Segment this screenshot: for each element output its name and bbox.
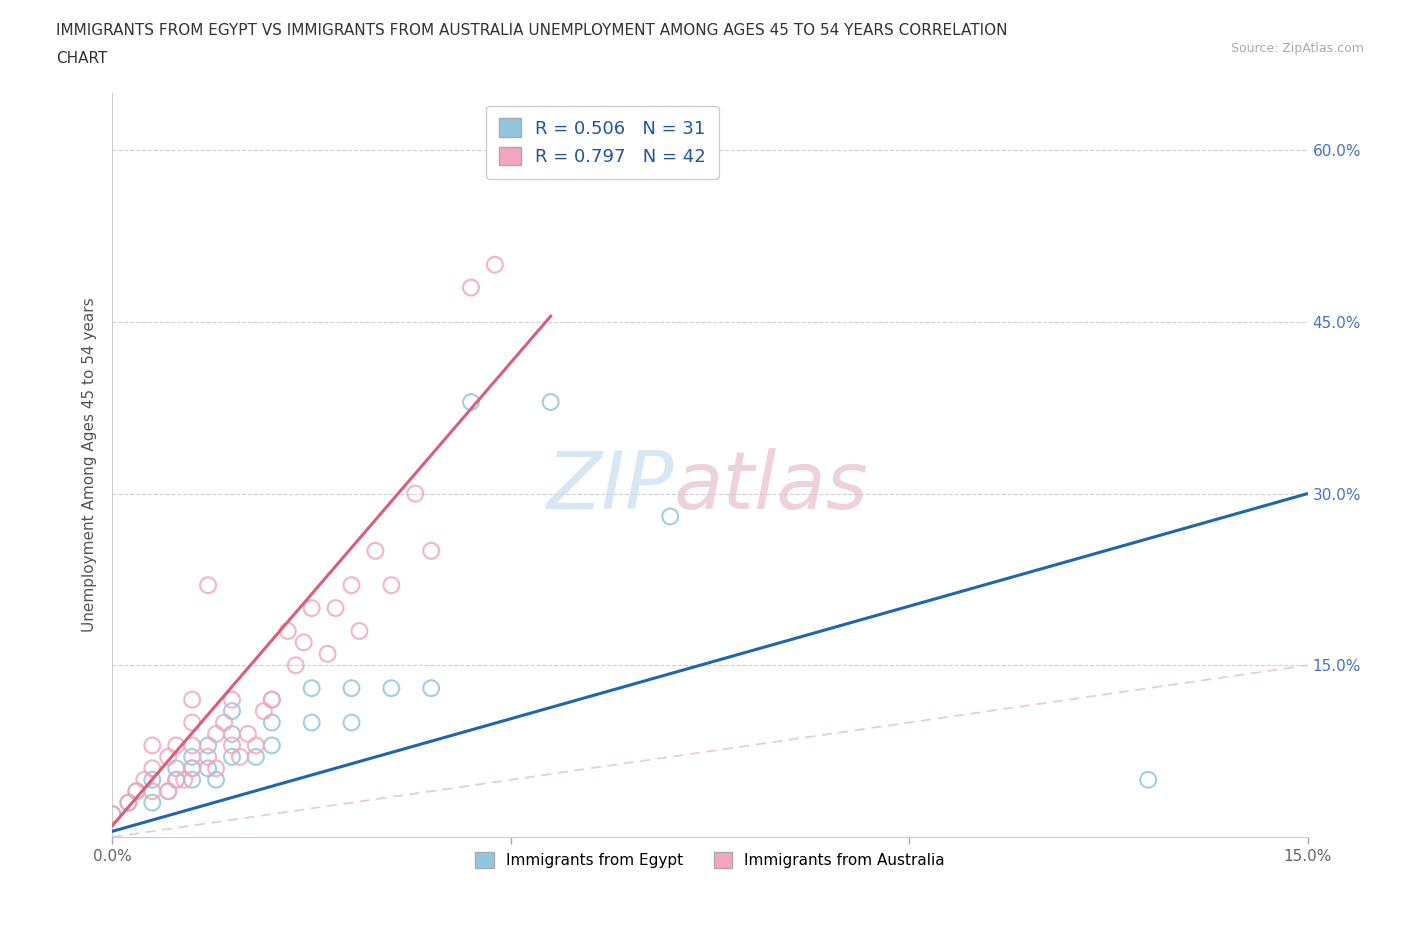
Point	[301, 681, 323, 696]
Point	[181, 715, 204, 730]
Point	[157, 784, 180, 799]
Point	[181, 772, 204, 787]
Point	[1137, 772, 1160, 787]
Point	[117, 795, 139, 810]
Point	[301, 715, 323, 730]
Point	[181, 761, 204, 776]
Point	[340, 681, 363, 696]
Point	[364, 543, 387, 558]
Point	[197, 761, 219, 776]
Point	[260, 692, 283, 707]
Point	[484, 258, 506, 272]
Point	[236, 726, 259, 741]
Point	[165, 772, 187, 787]
Point	[181, 750, 204, 764]
Text: IMMIGRANTS FROM EGYPT VS IMMIGRANTS FROM AUSTRALIA UNEMPLOYMENT AMONG AGES 45 TO: IMMIGRANTS FROM EGYPT VS IMMIGRANTS FROM…	[56, 23, 1008, 38]
Point	[253, 704, 276, 719]
Text: atlas: atlas	[675, 448, 869, 526]
Point	[141, 761, 163, 776]
Text: ZIP: ZIP	[547, 448, 675, 526]
Point	[245, 738, 267, 753]
Point	[197, 578, 219, 592]
Point	[181, 738, 204, 753]
Point	[460, 280, 482, 295]
Point	[181, 692, 204, 707]
Point	[165, 772, 187, 787]
Point	[260, 738, 283, 753]
Point	[284, 658, 307, 672]
Point	[260, 692, 283, 707]
Text: Source: ZipAtlas.com: Source: ZipAtlas.com	[1230, 42, 1364, 55]
Point	[157, 784, 180, 799]
Point	[277, 623, 299, 638]
Point	[173, 772, 195, 787]
Point	[141, 738, 163, 753]
Legend: Immigrants from Egypt, Immigrants from Australia: Immigrants from Egypt, Immigrants from A…	[470, 845, 950, 874]
Point	[292, 635, 315, 650]
Point	[205, 726, 228, 741]
Point	[325, 601, 347, 616]
Point	[101, 806, 124, 821]
Point	[221, 692, 243, 707]
Point	[420, 681, 443, 696]
Point	[245, 750, 267, 764]
Point	[125, 784, 148, 799]
Point	[301, 601, 323, 616]
Point	[229, 750, 252, 764]
Point	[134, 772, 156, 787]
Point	[181, 761, 204, 776]
Point	[205, 761, 228, 776]
Point	[197, 750, 219, 764]
Point	[205, 772, 228, 787]
Point	[540, 394, 562, 409]
Point	[165, 738, 187, 753]
Point	[460, 394, 482, 409]
Point	[221, 704, 243, 719]
Point	[141, 772, 163, 787]
Text: CHART: CHART	[56, 51, 108, 66]
Point	[221, 726, 243, 741]
Point	[404, 486, 426, 501]
Point	[340, 578, 363, 592]
Point	[260, 715, 283, 730]
Point	[420, 543, 443, 558]
Point	[117, 795, 139, 810]
Point	[349, 623, 371, 638]
Point	[141, 784, 163, 799]
Point	[165, 761, 187, 776]
Point	[316, 646, 339, 661]
Point	[221, 750, 243, 764]
Point	[221, 738, 243, 753]
Point	[157, 750, 180, 764]
Y-axis label: Unemployment Among Ages 45 to 54 years: Unemployment Among Ages 45 to 54 years	[82, 298, 97, 632]
Point	[380, 681, 402, 696]
Point	[125, 784, 148, 799]
Point	[340, 715, 363, 730]
Point	[212, 715, 235, 730]
Point	[141, 795, 163, 810]
Point	[101, 806, 124, 821]
Point	[197, 738, 219, 753]
Point	[659, 509, 682, 524]
Point	[380, 578, 402, 592]
